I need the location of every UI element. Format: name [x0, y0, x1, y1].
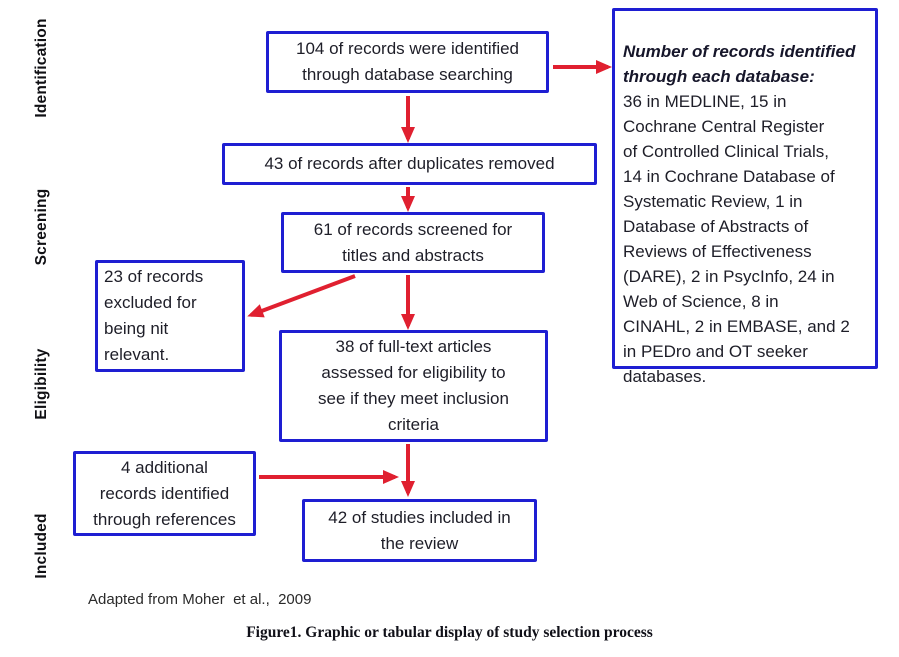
box-records-identified: 104 of records were identified through d… [266, 31, 549, 93]
stage-label-identification: Identification [33, 18, 50, 118]
box-fulltext-assessed: 38 of full-text articles assessed for el… [279, 330, 548, 442]
figure-caption: Figure1. Graphic or tabular display of s… [246, 624, 653, 641]
database-breakdown-body: 36 in MEDLINE, 15 in Cochrane Central Re… [623, 92, 850, 386]
source-note: Adapted from Moher et al., 2009 [88, 591, 312, 608]
box-records-excluded: 23 of records excluded for being nit rel… [95, 260, 245, 372]
stage-label-eligibility: Eligibility [33, 348, 50, 420]
stage-label-screening: Screening [33, 188, 50, 266]
box-duplicates-removed: 43 of records after duplicates removed [222, 143, 597, 185]
box-additional-records: 4 additional records identified through … [73, 451, 256, 536]
box-studies-included: 42 of studies included in the review [302, 499, 537, 562]
box-database-breakdown: Number of records identified through eac… [612, 8, 878, 386]
arrow-screened-to-excluded [247, 274, 356, 318]
box-records-screened: 61 of records screened for titles and ab… [281, 212, 545, 273]
database-breakdown-heading: Number of records identified through eac… [623, 42, 856, 86]
stage-label-included: Included [33, 513, 50, 579]
